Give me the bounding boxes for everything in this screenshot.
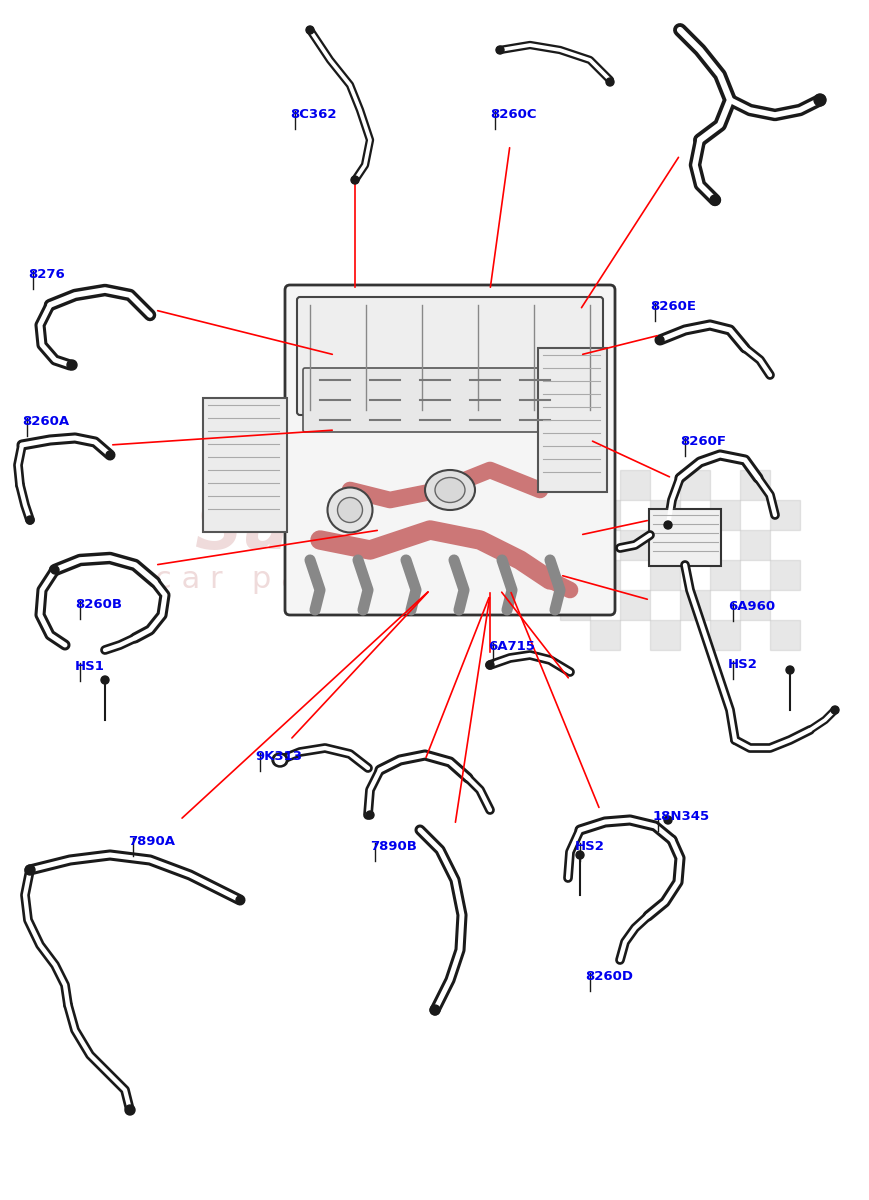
FancyBboxPatch shape — [285, 284, 615, 614]
Ellipse shape — [106, 451, 114, 458]
Ellipse shape — [328, 487, 373, 533]
Text: 8260C: 8260C — [490, 108, 536, 121]
Ellipse shape — [67, 360, 77, 370]
FancyBboxPatch shape — [203, 398, 287, 532]
Ellipse shape — [51, 566, 59, 574]
FancyBboxPatch shape — [649, 509, 721, 566]
Ellipse shape — [710, 194, 720, 205]
Ellipse shape — [366, 811, 374, 818]
Bar — [620, 590, 650, 620]
Ellipse shape — [664, 816, 672, 824]
Text: 8260E: 8260E — [650, 300, 696, 313]
FancyBboxPatch shape — [303, 368, 597, 432]
Text: 7890A: 7890A — [128, 835, 175, 848]
Bar — [620, 470, 650, 500]
FancyBboxPatch shape — [297, 296, 603, 415]
Text: 8276: 8276 — [28, 268, 65, 281]
Text: 7890B: 7890B — [370, 840, 417, 853]
Bar — [650, 620, 680, 650]
Text: 6A960: 6A960 — [728, 600, 775, 613]
Ellipse shape — [606, 78, 614, 86]
Bar — [680, 590, 710, 620]
Bar — [770, 560, 800, 590]
Bar — [680, 470, 710, 500]
Ellipse shape — [272, 754, 288, 767]
FancyBboxPatch shape — [538, 348, 607, 492]
Ellipse shape — [275, 755, 285, 766]
Text: c a r   p a r t s: c a r p a r t s — [155, 565, 369, 594]
Text: 9K313: 9K313 — [255, 750, 302, 763]
Text: 8260A: 8260A — [22, 415, 70, 428]
Ellipse shape — [786, 666, 794, 674]
Bar — [560, 590, 590, 620]
Text: 8C362: 8C362 — [290, 108, 336, 121]
Text: Sukederia: Sukederia — [195, 497, 571, 563]
Bar — [560, 530, 590, 560]
Bar — [650, 560, 680, 590]
Ellipse shape — [306, 26, 314, 34]
Ellipse shape — [664, 521, 672, 529]
Ellipse shape — [337, 498, 362, 522]
Ellipse shape — [814, 94, 826, 106]
Bar — [590, 500, 620, 530]
Bar — [680, 530, 710, 560]
Ellipse shape — [26, 516, 34, 524]
Bar — [650, 500, 680, 530]
Text: 8260D: 8260D — [585, 970, 633, 983]
Bar — [770, 500, 800, 530]
Ellipse shape — [101, 676, 109, 684]
Ellipse shape — [351, 176, 359, 184]
Bar — [740, 530, 770, 560]
Ellipse shape — [236, 896, 244, 904]
Text: 8260B: 8260B — [75, 598, 122, 611]
Ellipse shape — [435, 478, 465, 503]
Text: 18N345: 18N345 — [653, 810, 710, 823]
Ellipse shape — [831, 706, 839, 714]
Bar — [740, 590, 770, 620]
Bar — [590, 620, 620, 650]
Bar — [740, 470, 770, 500]
Ellipse shape — [25, 865, 35, 875]
Ellipse shape — [496, 46, 504, 54]
Bar — [710, 620, 740, 650]
Bar — [560, 470, 590, 500]
Ellipse shape — [576, 851, 584, 859]
Bar — [710, 500, 740, 530]
Bar — [590, 560, 620, 590]
Bar — [770, 620, 800, 650]
Text: HS2: HS2 — [728, 658, 758, 671]
Ellipse shape — [425, 470, 475, 510]
Ellipse shape — [125, 1105, 135, 1115]
Text: 8260F: 8260F — [680, 434, 726, 448]
Bar — [620, 530, 650, 560]
Text: HS2: HS2 — [575, 840, 605, 853]
Text: HS1: HS1 — [75, 660, 105, 673]
Ellipse shape — [656, 336, 664, 344]
Ellipse shape — [430, 1006, 440, 1015]
Bar — [710, 560, 740, 590]
Ellipse shape — [486, 661, 494, 670]
Text: 6A715: 6A715 — [488, 640, 535, 653]
Ellipse shape — [275, 756, 285, 764]
